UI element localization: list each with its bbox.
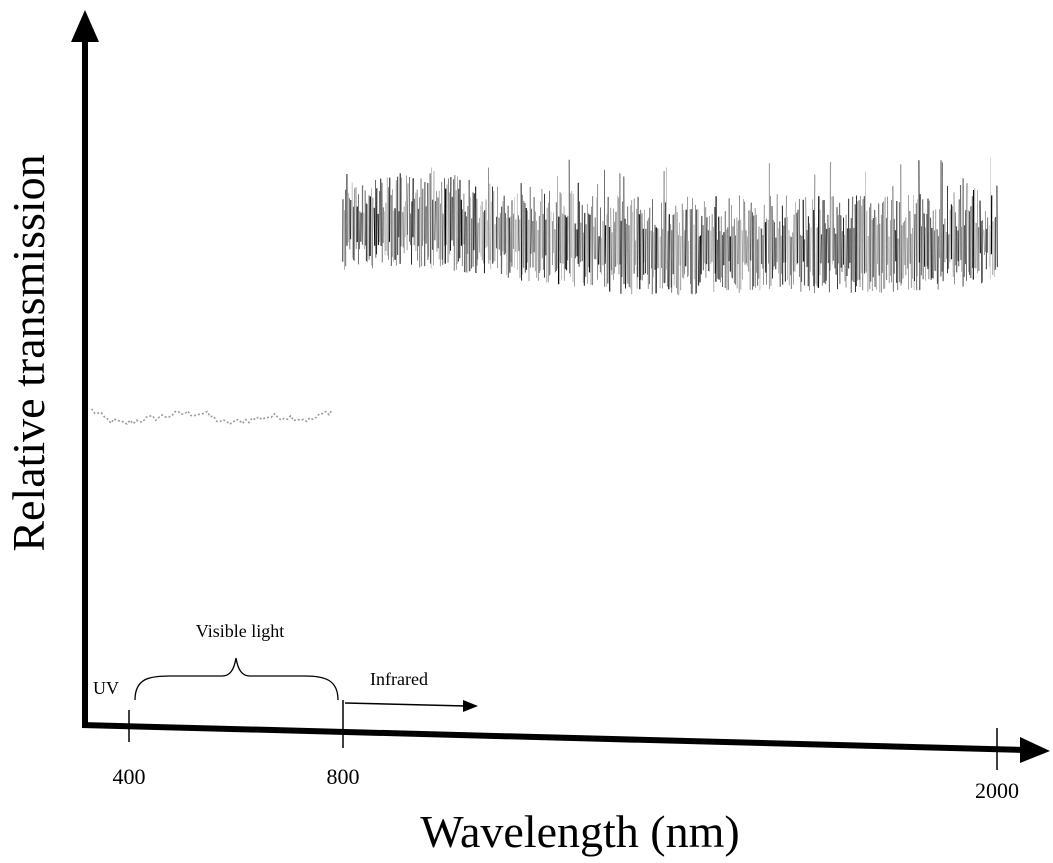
y-axis-label: Relative transmission xyxy=(3,154,54,551)
series-1-noise-stroke xyxy=(825,228,828,281)
series-1-noise-stroke xyxy=(703,201,706,264)
infrared-label: Infrared xyxy=(370,669,428,689)
series-1-noise-stroke xyxy=(816,227,818,287)
series-1-noise-stroke xyxy=(836,207,838,290)
series-1-noise-stroke xyxy=(792,232,794,285)
series-1-noise-stroke xyxy=(604,225,607,264)
series-1-noise-stroke xyxy=(358,211,361,250)
series-1-noise-stroke xyxy=(668,214,670,290)
series-1-noise-stroke xyxy=(670,224,672,288)
series-1-noise-stroke xyxy=(366,204,368,263)
series-layer xyxy=(90,157,998,426)
series-1-noise-stroke xyxy=(492,191,495,263)
series-1-noise-stroke xyxy=(923,213,926,267)
infrared-arrow-line xyxy=(344,702,467,707)
x-axis-arrowhead xyxy=(1020,737,1050,763)
series-1-noise-stroke xyxy=(685,209,687,267)
series-1-noise-stroke xyxy=(554,229,556,273)
x-axis xyxy=(81,722,1026,753)
series-1-noise-stroke xyxy=(583,212,586,286)
series-1-noise-stroke xyxy=(878,203,880,276)
series-1-noise-stroke xyxy=(785,195,787,263)
series-1-noise-stroke xyxy=(473,193,475,251)
series-1-noise-stroke xyxy=(664,202,666,284)
visible-light-label: Visible light xyxy=(196,621,284,641)
x-tick-label-800: 800 xyxy=(327,764,360,789)
series-1-noise-stroke xyxy=(588,214,591,273)
series-1-noise-stroke xyxy=(698,236,700,286)
series-1-noise-stroke xyxy=(700,215,703,275)
series-1-noise-stroke xyxy=(603,169,606,287)
series-1-noise-stroke xyxy=(675,205,677,289)
series-1-noise-stroke xyxy=(699,235,702,283)
series-1-noise-stroke xyxy=(477,222,479,260)
series-1-noise-stroke xyxy=(625,223,627,285)
x-tick-label-400: 400 xyxy=(113,764,146,789)
series-1-noise-stroke xyxy=(420,178,423,267)
series-0-line xyxy=(90,408,333,426)
infrared-arrowhead xyxy=(463,700,478,712)
series-1-noise-stroke xyxy=(530,208,532,254)
series-1-noise-stroke xyxy=(597,236,600,265)
series-1-noise-stroke xyxy=(444,188,447,264)
series-1-noise-stroke xyxy=(643,209,645,263)
uv-region-label: UV xyxy=(93,678,119,698)
series-1-noise-stroke xyxy=(851,196,854,281)
series-1-noise-stroke xyxy=(805,196,807,268)
series-1-noise-stroke xyxy=(789,236,792,276)
series-1-noise-stroke xyxy=(771,206,773,279)
series-1-noise-stroke xyxy=(684,230,686,275)
series-1-noise-stroke xyxy=(667,230,669,287)
series-1-noise-stroke xyxy=(810,227,812,272)
series-1-noise-stroke xyxy=(363,212,365,250)
visible-light-brace xyxy=(134,657,339,701)
series-1-noise-stroke xyxy=(730,205,732,278)
series-1-noise-stroke xyxy=(508,217,511,273)
series-1-noise-stroke xyxy=(833,227,836,269)
series-1-noise-stroke xyxy=(930,217,932,281)
series-1-noise-stroke xyxy=(731,226,734,279)
series-1-noise-stroke xyxy=(520,183,523,281)
y-axis-arrowhead xyxy=(71,10,99,42)
series-1-noise-stroke xyxy=(763,204,765,286)
series-1-noise-stroke xyxy=(942,224,945,282)
series-1-noise-stroke xyxy=(433,171,435,266)
series-1-noise-stroke xyxy=(681,203,684,278)
series-1-noise-stroke xyxy=(952,206,954,277)
series-1-noise-stroke xyxy=(372,197,374,269)
x-axis-label: Wavelength (nm) xyxy=(420,806,739,857)
series-1-noise-stroke xyxy=(578,201,581,267)
series-1-noise-stroke xyxy=(373,207,376,246)
series-1-noise-stroke xyxy=(621,201,624,278)
series-1-noise-stroke xyxy=(453,175,456,271)
x-tick-label-2000: 2000 xyxy=(975,778,1019,803)
series-1-noise-stroke xyxy=(928,200,930,280)
